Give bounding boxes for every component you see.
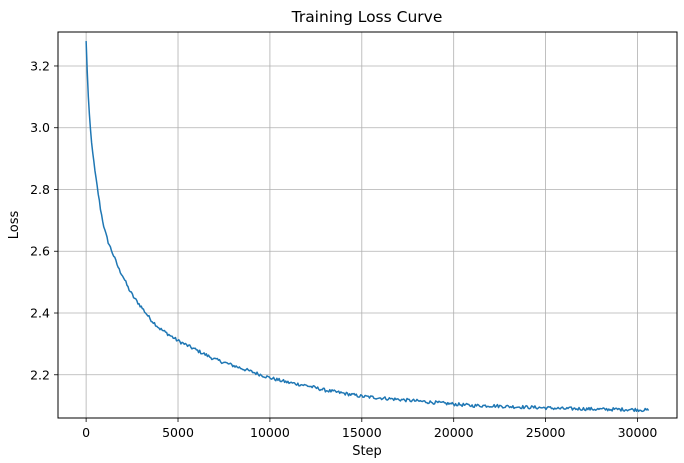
series-layer <box>85 41 650 413</box>
chart-title: Training Loss Curve <box>291 8 443 26</box>
y-tick-label: 2.2 <box>30 367 50 382</box>
y-tick-label: 3.2 <box>30 58 50 73</box>
x-tick-label: 10000 <box>250 425 290 440</box>
loss-series-line <box>85 41 650 413</box>
x-tick-label: 25000 <box>526 425 566 440</box>
grid-lines <box>58 32 677 418</box>
x-axis-label: Step <box>352 444 382 459</box>
x-tick-label: 5000 <box>162 425 194 440</box>
plot-frame <box>57 31 678 419</box>
y-tick-label: 2.8 <box>30 182 50 197</box>
x-tick-label: 30000 <box>618 425 658 440</box>
axis-ticks: 0 5000 10000 15000 20000 25000 30000 2.2 2.4 2.6 2… <box>30 58 657 440</box>
y-tick-label: 2.6 <box>30 244 50 259</box>
x-tick-label: 15000 <box>342 425 382 440</box>
y-axis-label: Loss <box>7 211 22 240</box>
x-tick-label: 20000 <box>434 425 474 440</box>
y-tick-label: 2.4 <box>30 306 50 321</box>
x-tick-label: 0 <box>82 425 90 440</box>
y-tick-label: 3.0 <box>30 120 50 135</box>
